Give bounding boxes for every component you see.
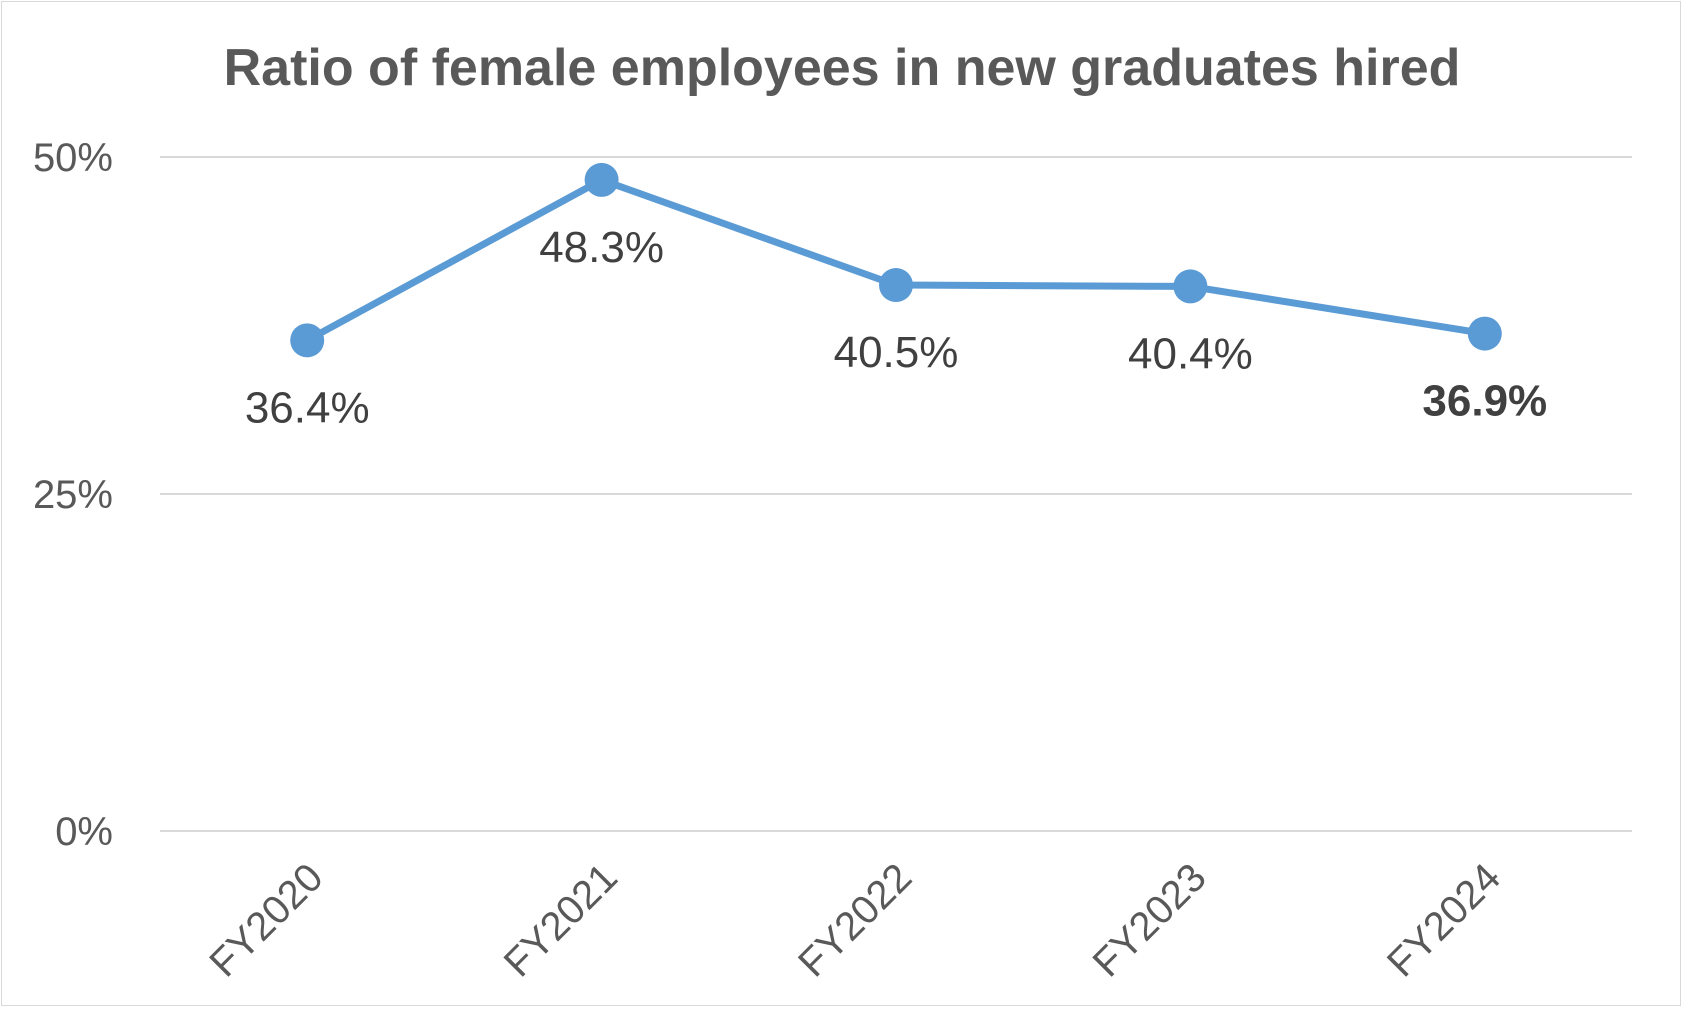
x-tick-label: FY2021	[496, 855, 626, 985]
x-tick-label: FY2022	[790, 855, 920, 985]
data-point	[584, 162, 619, 197]
y-tick-label: 0%	[55, 810, 113, 854]
data-label: 48.3%	[539, 223, 664, 272]
data-point	[879, 268, 913, 303]
x-axis-ticks: FY2020 FY2021 FY2022 FY2023 FY2024	[201, 855, 1509, 985]
gridlines	[160, 156, 1632, 832]
data-label: 36.9%	[1422, 377, 1547, 426]
series-line	[303, 176, 1489, 344]
chart-title: Ratio of female employees in new graduat…	[223, 39, 1461, 97]
data-labels: 36.4% 48.3% 40.5% 40.4% 36.9%	[245, 223, 1547, 432]
data-point	[1173, 269, 1208, 304]
data-point	[1467, 316, 1502, 351]
data-point	[290, 323, 325, 358]
y-axis-ticks: 0% 25% 50%	[33, 136, 113, 854]
x-tick-label: FY2020	[201, 855, 331, 985]
y-tick-label: 25%	[33, 473, 113, 517]
x-tick-label: FY2023	[1085, 855, 1215, 985]
data-label: 36.4%	[245, 383, 370, 432]
series-group	[290, 162, 1502, 358]
data-label: 40.4%	[1128, 329, 1253, 378]
data-label: 40.5%	[834, 328, 959, 377]
x-tick-label: FY2024	[1379, 855, 1509, 985]
y-tick-label: 50%	[33, 136, 113, 180]
